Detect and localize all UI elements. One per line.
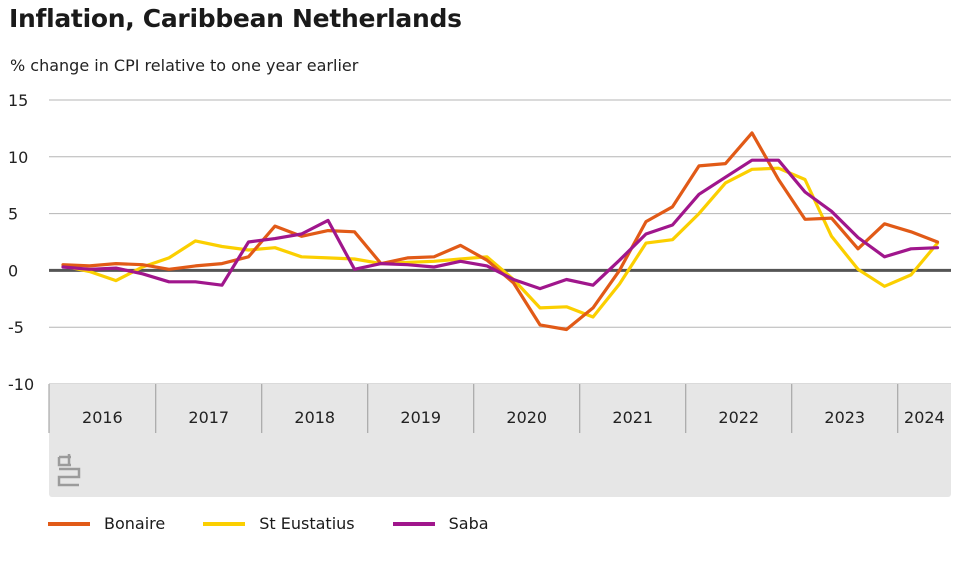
x-year-label: 2021	[612, 408, 653, 427]
cbs-logo-stroke	[57, 467, 81, 487]
x-year-label: 2016	[82, 408, 123, 427]
legend-label: St Eustatius	[259, 514, 355, 533]
legend-item: St Eustatius	[203, 514, 355, 533]
year-band	[49, 384, 951, 497]
x-year-label: 2023	[824, 408, 865, 427]
legend-label: Saba	[448, 514, 489, 533]
y-tick-label: 15	[8, 91, 28, 110]
series-line-st-eustatius	[61, 166, 940, 319]
legend: Bonaire St Eustatius Saba	[48, 514, 527, 533]
legend-item: Bonaire	[48, 514, 165, 533]
y-tick-label: 0	[8, 261, 18, 280]
x-year-label: 2024	[904, 408, 945, 427]
y-tick-label: -10	[8, 375, 34, 394]
x-year-label: 2020	[506, 408, 547, 427]
x-year-label: 2019	[400, 408, 441, 427]
chart-title: Inflation, Caribbean Netherlands	[9, 4, 462, 33]
series-line-bonaire	[61, 131, 940, 332]
legend-swatch	[48, 521, 90, 526]
cbs-logo-icon	[57, 454, 81, 487]
legend-swatch	[203, 521, 246, 526]
y-tick-label: 10	[8, 148, 28, 167]
y-tick-label: 5	[8, 205, 18, 224]
legend-item: Saba	[392, 514, 489, 533]
y-tick-label: -5	[8, 318, 24, 337]
chart-subtitle: % change in CPI relative to one year ear…	[10, 56, 359, 75]
year-band-top	[49, 384, 951, 388]
series-line-saba	[61, 158, 940, 291]
legend-label: Bonaire	[104, 514, 166, 533]
x-year-label: 2022	[718, 408, 759, 427]
legend-swatch	[392, 521, 435, 526]
x-year-label: 2018	[294, 408, 335, 427]
x-year-label: 2017	[188, 408, 229, 427]
